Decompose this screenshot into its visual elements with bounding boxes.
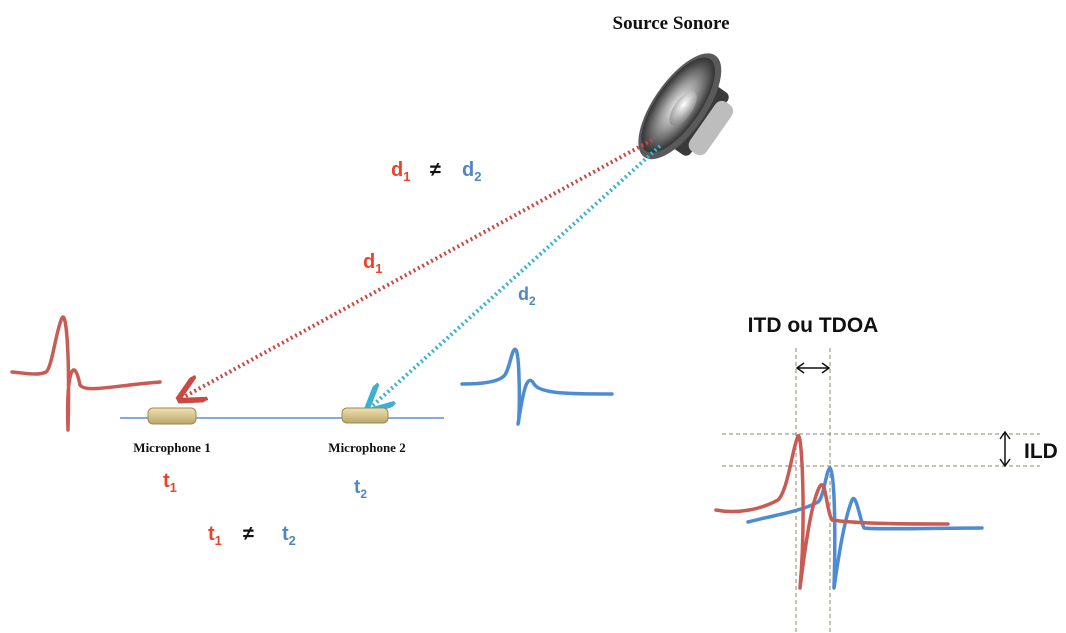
microphone-icon: [147, 407, 197, 425]
t1-label-bottom: t: [208, 523, 215, 545]
path-d2: [370, 144, 662, 408]
source-label: Source Sonore: [613, 13, 730, 34]
waveform-mic1: [10, 315, 162, 432]
microphone-2-label: Microphone 2: [328, 440, 405, 455]
d2-label-path: d: [518, 284, 529, 304]
ild-label: ILD: [1024, 440, 1058, 463]
svg-text:t2: t2: [354, 477, 367, 501]
ild-double-arrow: [999, 430, 1011, 468]
t-neq-symbol: ≠: [243, 523, 254, 545]
svg-text:d2: d2: [518, 284, 536, 308]
microphone-icon: [341, 407, 389, 424]
svg-text:d2: d2: [462, 159, 481, 184]
d-neq-symbol: ≠: [430, 159, 441, 181]
waveform-overlay-mic2: [746, 466, 984, 590]
t1-label: t: [163, 470, 170, 492]
svg-text:d1: d1: [391, 159, 410, 184]
svg-text:d1: d1: [363, 251, 382, 276]
d2-label-top: d: [462, 159, 474, 181]
itd-double-arrow: [795, 362, 831, 374]
svg-text:t1: t1: [163, 470, 177, 495]
waveform-mic2: [460, 347, 614, 426]
path-d1: [182, 138, 653, 398]
svg-text:t2: t2: [282, 523, 296, 548]
itd-label: ITD ou TDOA: [748, 314, 879, 337]
d1-label-path: d: [363, 251, 375, 273]
microphone-1-label: Microphone 1: [133, 440, 210, 455]
svg-text:t1: t1: [208, 523, 222, 548]
t2-label-bottom: t: [282, 523, 289, 545]
d1-label-top: d: [391, 159, 403, 181]
guide-lines: [722, 348, 1040, 632]
speaker-icon: [638, 53, 734, 160]
t2-label: t: [354, 477, 361, 498]
waveform-overlay-mic1: [714, 434, 950, 590]
